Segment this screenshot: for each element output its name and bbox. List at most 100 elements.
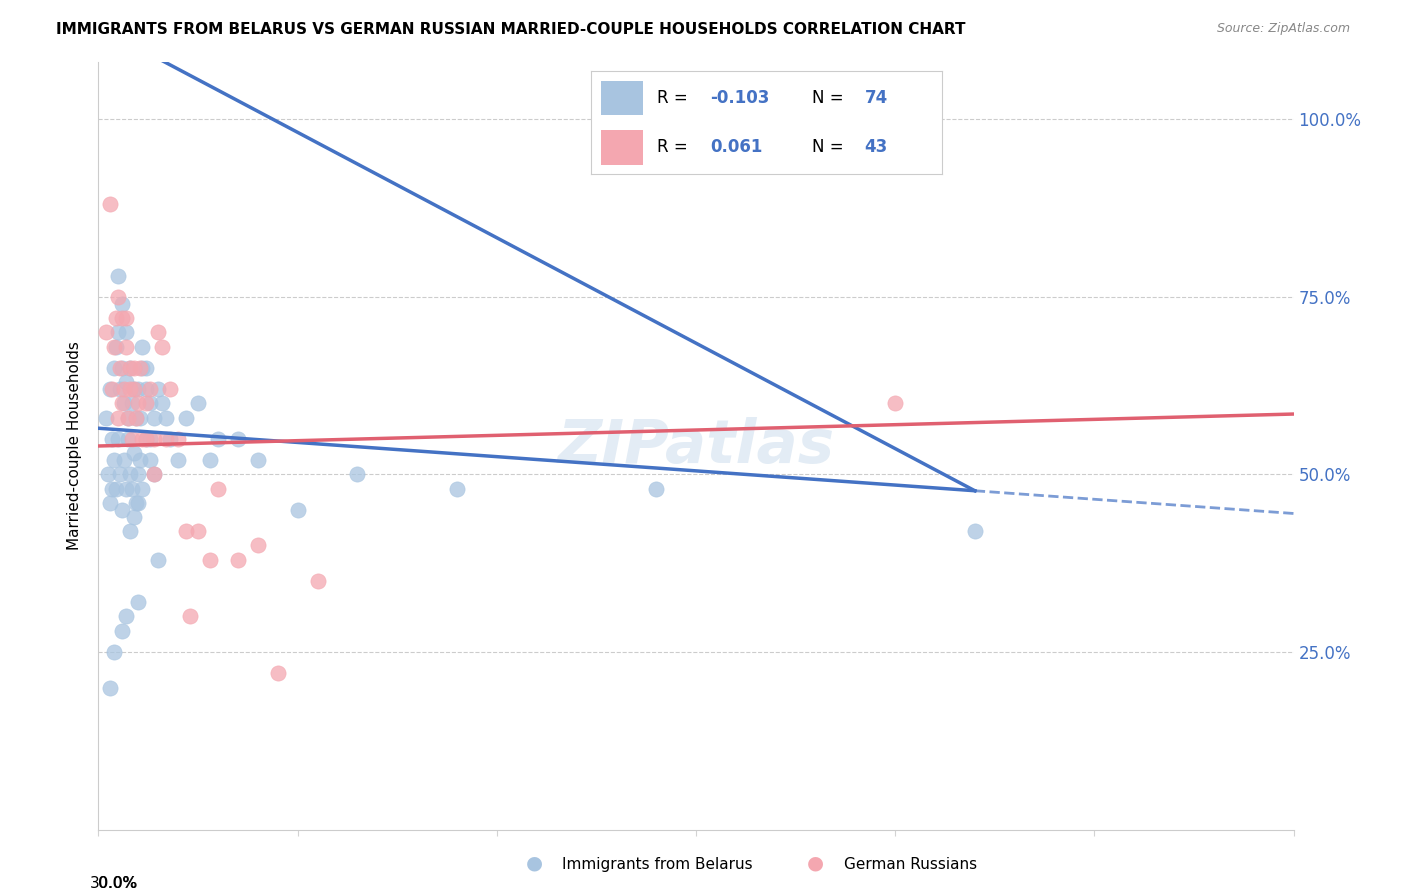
- Point: [121, 482, 143, 496]
- Point: [98, 197, 122, 211]
- Point: [159, 382, 181, 396]
- Point: [127, 396, 149, 410]
- Text: ZIPatlas: ZIPatlas: [557, 417, 835, 475]
- Point: [135, 432, 157, 446]
- Point: [107, 290, 129, 304]
- Point: [120, 382, 142, 396]
- Point: [111, 297, 134, 311]
- Point: [155, 410, 177, 425]
- Point: [963, 524, 986, 539]
- Point: [98, 382, 122, 396]
- Point: [155, 432, 177, 446]
- Point: [111, 503, 134, 517]
- Point: [246, 453, 269, 467]
- Text: 30.0%: 30.0%: [90, 876, 138, 890]
- Point: [96, 326, 118, 340]
- Point: [115, 609, 138, 624]
- Point: [124, 360, 146, 375]
- Point: [125, 410, 148, 425]
- Point: [111, 360, 134, 375]
- Point: [143, 410, 166, 425]
- Point: [107, 326, 129, 340]
- Point: [115, 482, 138, 496]
- Text: IMMIGRANTS FROM BELARUS VS GERMAN RUSSIAN MARRIED-COUPLE HOUSEHOLDS CORRELATION : IMMIGRANTS FROM BELARUS VS GERMAN RUSSIA…: [56, 22, 966, 37]
- Text: -0.103: -0.103: [710, 89, 769, 107]
- Point: [103, 645, 125, 659]
- Point: [131, 432, 153, 446]
- Point: [131, 340, 153, 354]
- Point: [139, 453, 162, 467]
- Point: [131, 360, 153, 375]
- Point: [125, 496, 148, 510]
- Text: Immigrants from Belarus: Immigrants from Belarus: [562, 857, 754, 872]
- Text: R =: R =: [657, 138, 699, 156]
- Point: [117, 432, 139, 446]
- Point: [174, 524, 197, 539]
- Point: [150, 396, 173, 410]
- Point: [226, 432, 249, 446]
- Point: [115, 340, 138, 354]
- Text: R =: R =: [657, 89, 693, 107]
- Point: [148, 326, 170, 340]
- Point: [121, 396, 143, 410]
- Point: [120, 360, 142, 375]
- Point: [101, 482, 124, 496]
- Point: [121, 432, 143, 446]
- Point: [98, 496, 122, 510]
- Text: Source: ZipAtlas.com: Source: ZipAtlas.com: [1216, 22, 1350, 36]
- Point: [246, 538, 269, 552]
- Point: [198, 453, 221, 467]
- Point: [139, 432, 162, 446]
- Text: ●: ●: [807, 854, 824, 872]
- Point: [287, 503, 309, 517]
- Point: [124, 382, 146, 396]
- Point: [112, 396, 135, 410]
- Point: [127, 467, 149, 482]
- Point: [105, 482, 128, 496]
- Point: [198, 552, 221, 566]
- Point: [131, 482, 153, 496]
- Point: [884, 396, 907, 410]
- Point: [103, 360, 125, 375]
- Point: [167, 453, 190, 467]
- Point: [112, 453, 135, 467]
- Point: [105, 340, 128, 354]
- Text: 0.0%: 0.0%: [98, 876, 138, 890]
- Point: [135, 360, 157, 375]
- Point: [143, 432, 166, 446]
- Point: [124, 446, 146, 460]
- Point: [148, 552, 170, 566]
- Point: [124, 382, 146, 396]
- Point: [127, 382, 149, 396]
- Text: 74: 74: [865, 89, 889, 107]
- Point: [645, 482, 668, 496]
- Point: [117, 410, 139, 425]
- Point: [150, 340, 173, 354]
- Text: German Russians: German Russians: [844, 857, 977, 872]
- Point: [117, 410, 139, 425]
- Point: [187, 396, 209, 410]
- Point: [143, 467, 166, 482]
- Point: [101, 382, 124, 396]
- Text: N =: N =: [813, 89, 849, 107]
- Point: [127, 595, 149, 609]
- Point: [115, 326, 138, 340]
- Point: [139, 382, 162, 396]
- Point: [105, 311, 128, 326]
- Point: [111, 624, 134, 638]
- Point: [346, 467, 368, 482]
- Point: [267, 666, 290, 681]
- Point: [127, 496, 149, 510]
- Point: [207, 482, 229, 496]
- Point: [135, 432, 157, 446]
- Point: [226, 552, 249, 566]
- Point: [124, 510, 146, 524]
- Point: [96, 410, 118, 425]
- Point: [129, 360, 152, 375]
- Point: [135, 396, 157, 410]
- Point: [107, 268, 129, 283]
- Point: [120, 360, 142, 375]
- Point: [115, 375, 138, 389]
- Point: [97, 467, 120, 482]
- Point: [125, 410, 148, 425]
